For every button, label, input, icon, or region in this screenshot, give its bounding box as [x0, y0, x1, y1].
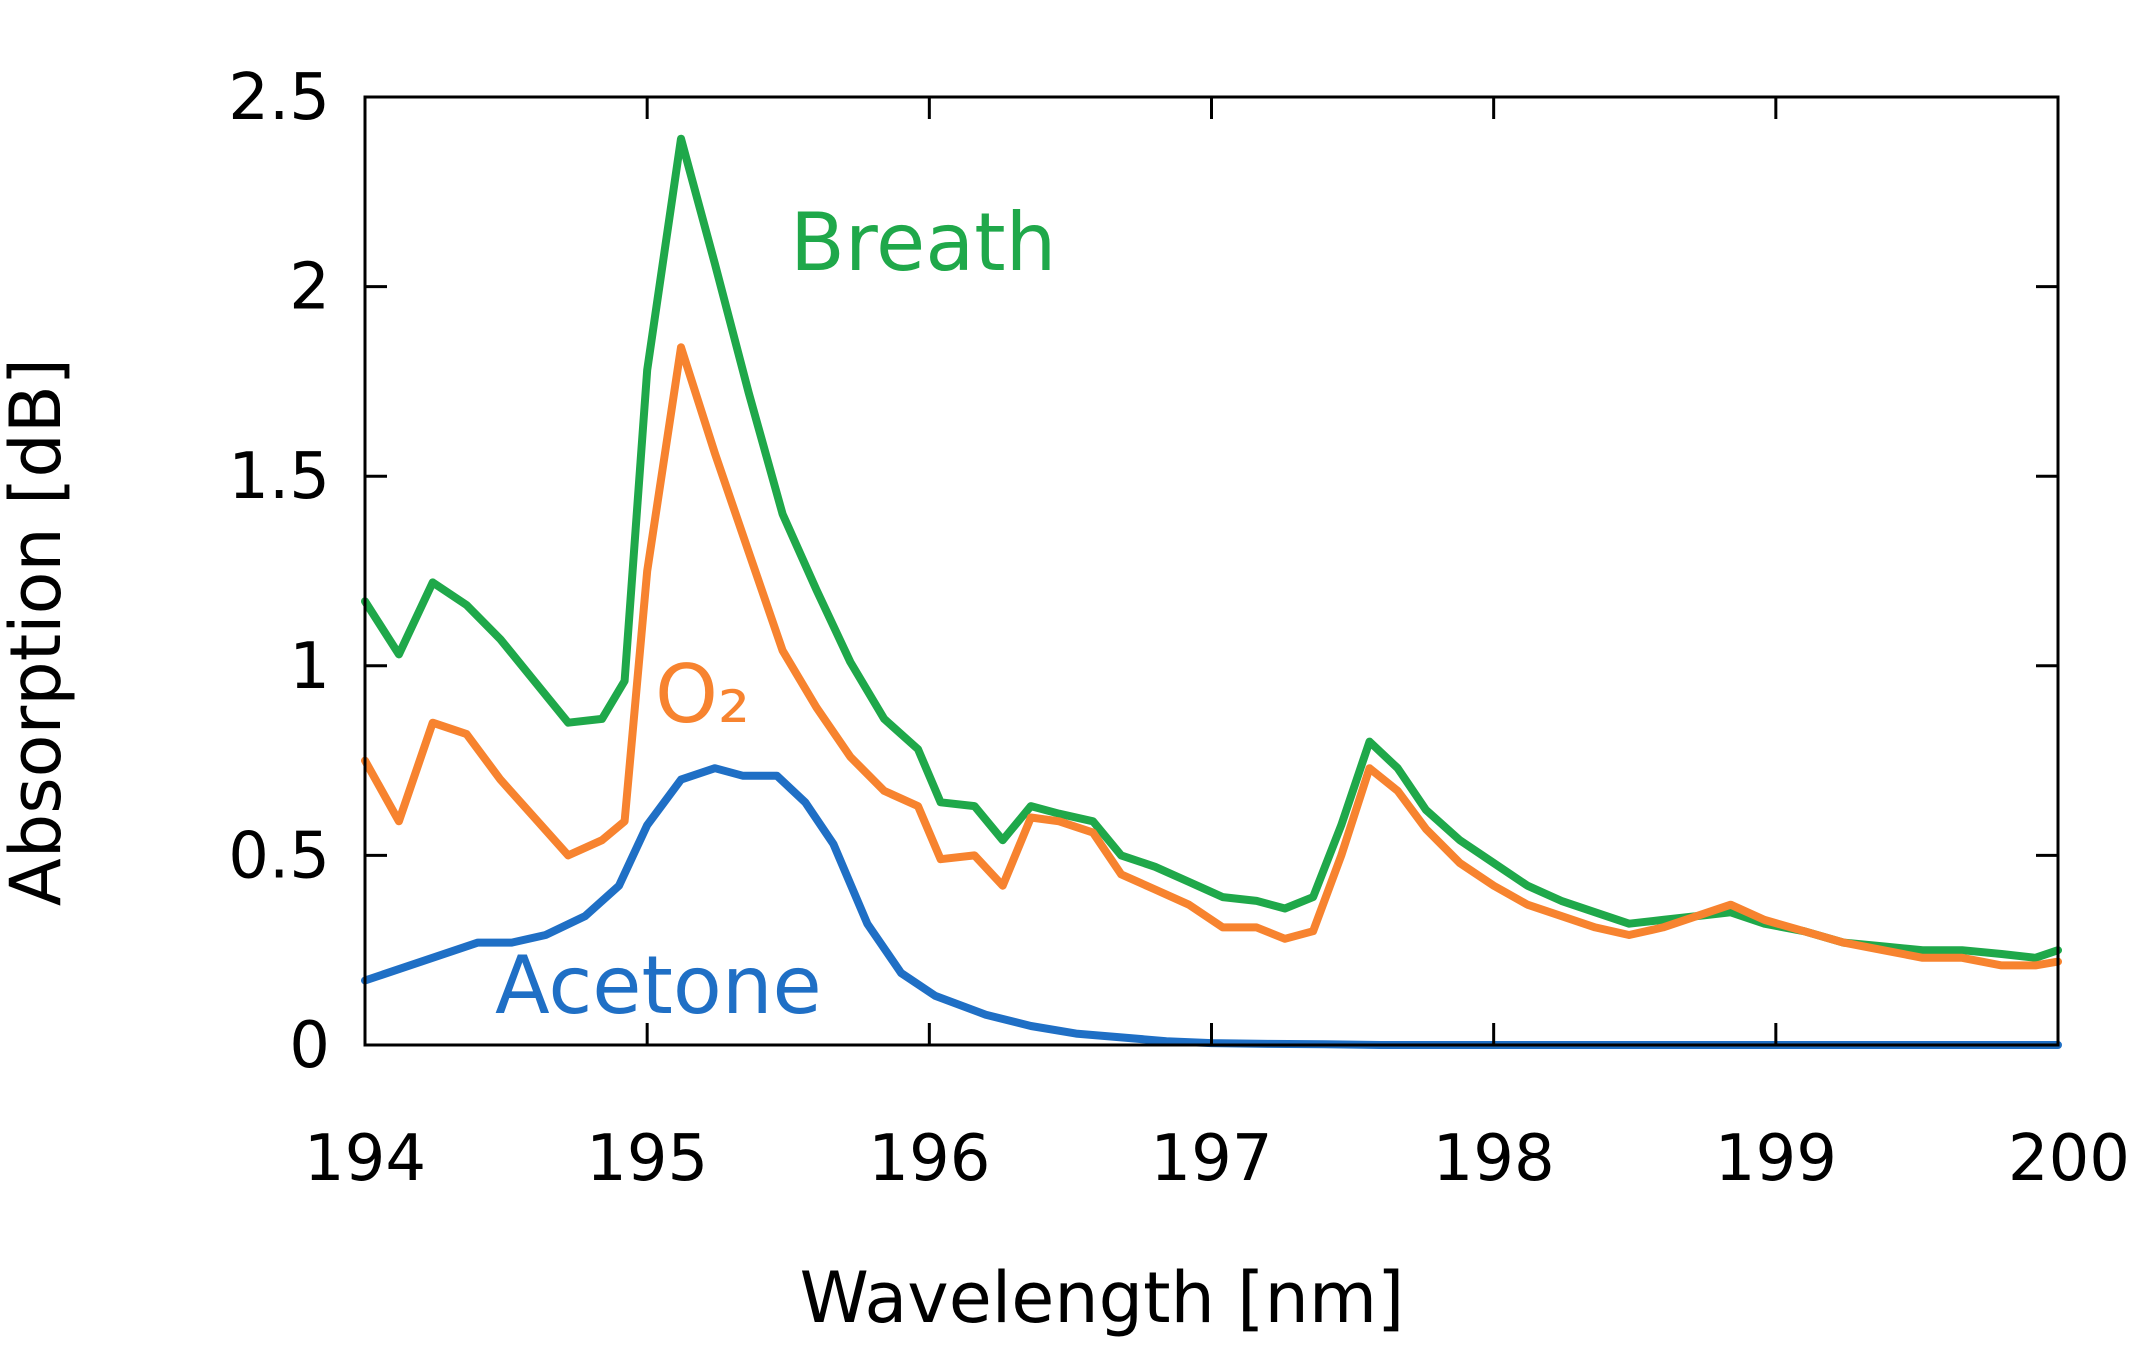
x-tick-label: 197 — [1150, 1122, 1272, 1196]
x-tick-label: 198 — [1433, 1122, 1555, 1196]
y-tick-label: 2 — [289, 251, 330, 325]
y-tick-label: 1 — [289, 630, 330, 704]
y-tick-label: 2.5 — [228, 61, 330, 135]
labels-layer: Absorption [dB] Wavelength [nm] Breath O… — [0, 196, 1404, 1339]
series-line-breath — [361, 134, 2062, 962]
y-axis-title: Absorption [dB] — [0, 358, 77, 906]
x-tick-label: 200 — [2008, 1122, 2130, 1196]
series-label-breath: Breath — [790, 196, 1056, 289]
series-label-o2: O₂ — [655, 648, 750, 741]
x-tick-label: 194 — [304, 1122, 426, 1196]
x-tick-label: 196 — [868, 1122, 990, 1196]
y-tick-label: 0 — [289, 1009, 330, 1083]
series-label-acetone: Acetone — [495, 939, 822, 1032]
x-tick-label: 199 — [1715, 1122, 1837, 1196]
axes-layer: 0 0.5 1 1.5 2 2.5 194 195 196 197 198 199 200 — [228, 61, 2130, 1196]
series-line-o — [361, 343, 2062, 970]
x-tick-label: 195 — [586, 1122, 708, 1196]
y-tick-label: 0.5 — [228, 819, 330, 893]
x-axis-title: Wavelength [nm] — [800, 1257, 1405, 1339]
y-tick-label: 1.5 — [228, 440, 330, 514]
